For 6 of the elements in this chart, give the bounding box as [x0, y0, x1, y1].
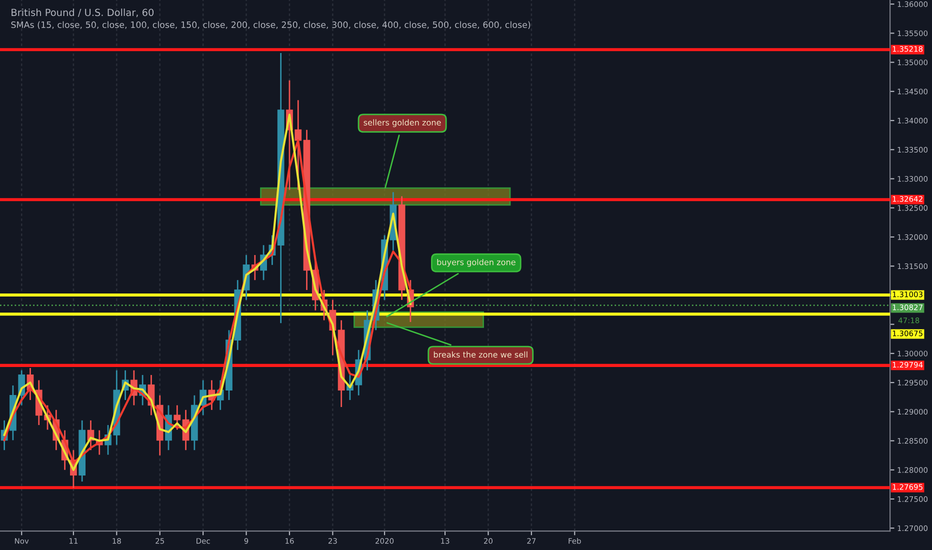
text: British Pound / U.S. Dollar, 60 — [12, 8, 154, 18]
text: SMAs (15, close, 50, close, 100, close, 150, close, 200, close, 250, close, 300, close, 400, close, 500, close, 600, close) — [11, 21, 530, 30]
annotation: buyers golden zone — [437, 258, 516, 267]
annotation: sellers golden zone — [364, 119, 441, 128]
annotation: breaks the zone we sell — [434, 351, 528, 358]
candlestick — [174, 404, 181, 430]
